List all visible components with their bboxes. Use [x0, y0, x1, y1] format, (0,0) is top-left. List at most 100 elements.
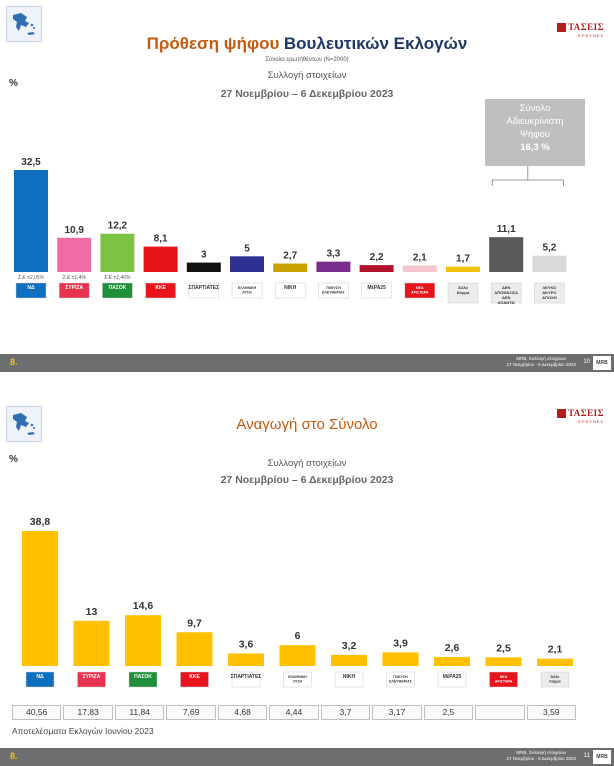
bar	[537, 658, 573, 666]
bar	[228, 653, 264, 666]
svg-text:ΕΛΛΗΝΙΚΗ: ΕΛΛΗΝΙΚΗ	[288, 675, 307, 679]
svg-text:ΠΑΣΟΚ: ΠΑΣΟΚ	[134, 674, 152, 680]
svg-text:ΠΛΕΥΣΗ: ΠΛΕΥΣΗ	[326, 286, 341, 290]
bar	[57, 237, 92, 272]
party-logo: ΣΥΡΙΖΑ	[58, 282, 90, 299]
data-label: 8,1	[154, 234, 168, 245]
date-range: 27 Νοεμβρίου – 6 Δεκεμβρίου 2023	[220, 88, 394, 100]
footer-bar: 8. MRB, Συλλογή στοιχείων 27 Νοεμβρίου -…	[0, 748, 614, 766]
svg-text:ΑΠΑΝΤΩ: ΑΠΑΝΤΩ	[498, 300, 516, 305]
svg-text:ΑΚΥΡΟ: ΑΚΥΡΟ	[542, 290, 556, 295]
data-label: 6	[295, 630, 301, 642]
greece-map-icon	[6, 6, 42, 42]
tasis-logo: ΤΑΣΕΙΣ ΕΡΕΥΝΕΣ	[557, 22, 604, 38]
party-logo: ΠΑΣΟΚ	[102, 282, 133, 299]
data-label: 3,2	[342, 640, 357, 652]
bar	[316, 261, 351, 272]
svg-text:ΣΥΡΙΖΑ: ΣΥΡΙΖΑ	[65, 285, 83, 291]
page-title: Αναγωγή στο Σύνολο	[236, 416, 378, 433]
data-label: 5,2	[542, 243, 556, 254]
party-logo: ΝΔ	[25, 671, 55, 688]
svg-text:ΔΕΝ: ΔΕΝ	[502, 295, 511, 300]
svg-text:ΑΡΙΣΤΕΡΑ: ΑΡΙΣΤΕΡΑ	[495, 680, 513, 684]
data-label: 1,7	[456, 254, 470, 265]
slide-vote-intention: ΤΑΣΕΙΣ ΕΡΕΥΝΕΣ Πρόθεση ψήφου Βουλευτικών…	[0, 0, 614, 372]
mrb-logo: MRB	[593, 356, 611, 370]
bar	[273, 263, 308, 272]
bar	[485, 657, 522, 666]
previous-result-cell: 2,5	[423, 705, 474, 720]
sample-note: Σύνολο ερωτηθέντων (Ν=2000)	[265, 57, 349, 63]
party-logo: ΝΔ	[15, 282, 47, 299]
footer-source: MRB, Συλλογή στοιχείων 27 Νοεμβρίου - 6 …	[506, 750, 576, 761]
svg-text:ΔΕΝ: ΔΕΝ	[502, 285, 511, 290]
svg-text:ΝΙΚΗ: ΝΙΚΗ	[284, 285, 297, 291]
bar	[446, 266, 480, 272]
svg-text:ΚΚΕ: ΚΚΕ	[189, 674, 200, 680]
svg-text:ΑΠΟΦΑΣΙΣΑ: ΑΠΟΦΑΣΙΣΑ	[494, 290, 518, 295]
previous-result-cell: 7,69	[166, 705, 216, 720]
svg-text:ΝΔ: ΝΔ	[27, 285, 35, 291]
percent-label: %	[9, 78, 18, 89]
previous-result-cell	[475, 705, 525, 720]
previous-result-cell: 40,56	[12, 705, 62, 720]
data-label: 14,6	[133, 600, 154, 612]
party-logo: ΜέΡΑ25	[361, 282, 392, 299]
svg-text:ΛΕΥΚΟ: ΛΕΥΚΟ	[542, 285, 556, 290]
data-label: 32,5	[21, 157, 41, 168]
error-margin: Σ.Ε ±2,05%	[17, 275, 45, 281]
data-label: 2,2	[370, 252, 384, 263]
page-title: Πρόθεση ψήφου Βουλευτικών Εκλογών	[146, 34, 468, 53]
bar	[176, 632, 213, 666]
previous-result-cell: 4,68	[217, 705, 268, 720]
svg-text:ΝΕΑ: ΝΕΑ	[416, 286, 424, 290]
vote-intention-chart: 32,5 Σ.Ε ±2,05% ΝΔ 10,9 Σ.Ε ±1,4% ΣΥΡΙΖΑ 12,2 Σ…	[14, 157, 567, 305]
bar	[73, 620, 110, 666]
data-label: 38,8	[30, 516, 51, 528]
greece-map-icon	[6, 406, 42, 442]
svg-text:ΝΔ: ΝΔ	[36, 674, 44, 680]
data-label: 12,2	[108, 221, 128, 232]
party-logo: ΝΙΚΗ	[334, 671, 364, 688]
bar	[100, 233, 135, 272]
tasis-logo: ΤΑΣΕΙΣ ΕΡΕΥΝΕΣ	[557, 408, 604, 424]
previous-result-cell: 17,83	[63, 705, 113, 720]
data-label: 2,5	[496, 642, 511, 654]
previous-result-cell: 11,84	[114, 705, 165, 720]
data-label: 3,9	[393, 637, 408, 649]
svg-text:ΑΠΟΧΗ: ΑΠΟΧΗ	[542, 295, 557, 300]
svg-text:ΣΥΡΙΖΑ: ΣΥΡΙΖΑ	[83, 674, 101, 680]
party-logo: ΣΠΑΡΤΙΑΤΕΣ	[231, 671, 261, 688]
footer-bar: 8. MRB, Συλλογή στοιχείων 27 Νοεμβρίου -…	[0, 354, 614, 372]
data-label: 5	[244, 243, 250, 254]
previous-result-cell: 3,7	[320, 705, 371, 720]
footer-source: MRB, Συλλογή στοιχείων 27 Νοεμβρίου - 6 …	[506, 356, 576, 367]
bar	[331, 654, 367, 666]
percent-label: %	[9, 454, 18, 465]
party-logo: ΜέΡΑ25	[437, 671, 467, 688]
previous-results-row: 40,56 17,83 11,84 7,69 4,68 4,44 3,7 3,17 2,5 3,5…	[12, 705, 578, 720]
previous-result-cell: 4,44	[269, 705, 319, 720]
data-label: 3	[201, 250, 207, 261]
bar	[489, 237, 524, 272]
section-number: 8.	[10, 357, 18, 367]
svg-text:ΠΛΕΥΣΗ: ΠΛΕΥΣΗ	[393, 675, 408, 679]
party-logo: ΚΚΕ	[145, 282, 176, 299]
data-label: 3,6	[239, 638, 254, 650]
data-label: 2,1	[548, 644, 563, 656]
page-number: 11	[583, 753, 590, 759]
bar	[143, 246, 178, 272]
bar	[402, 265, 437, 272]
bar	[359, 265, 394, 272]
svg-text:Άλλο: Άλλο	[458, 285, 468, 290]
svg-text:ΕΛΕΥΘΕΡΙΑΣ: ΕΛΕΥΘΕΡΙΑΣ	[322, 291, 346, 295]
svg-text:ΛΥΣΗ: ΛΥΣΗ	[293, 680, 303, 684]
callout-bracket	[491, 166, 564, 186]
data-label: 2,7	[283, 251, 297, 262]
